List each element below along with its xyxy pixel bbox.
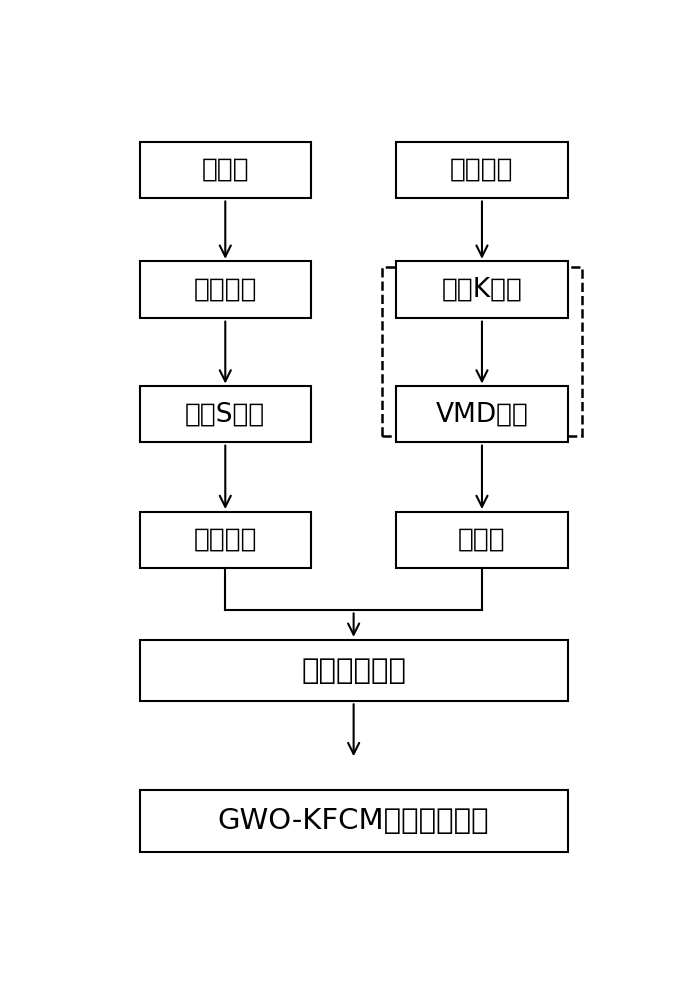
Text: VMD分解: VMD分解 [435,401,529,427]
Bar [396,386,567,442]
Bar [139,790,567,852]
Bar [396,142,567,198]
Text: 广义S变换: 广义S变换 [185,401,266,427]
Text: 纹理特征: 纹理特征 [193,527,257,553]
Bar [139,386,311,442]
Bar [139,142,311,198]
Bar [139,512,311,568]
Text: 联合特征向量: 联合特征向量 [301,657,406,685]
Text: 振动信号: 振动信号 [450,157,514,183]
Bar [139,640,567,701]
Text: 带通滤波: 带通滤波 [193,276,257,302]
Text: 声信号: 声信号 [201,157,249,183]
Text: GWO-KFCM模型故障诊断: GWO-KFCM模型故障诊断 [218,807,489,835]
Bar [139,261,311,318]
Text: 排列熵: 排列熵 [458,527,506,553]
Text: 选取K参数: 选取K参数 [442,276,522,302]
Bar [396,261,567,318]
Bar [396,512,567,568]
Bar [382,267,582,436]
